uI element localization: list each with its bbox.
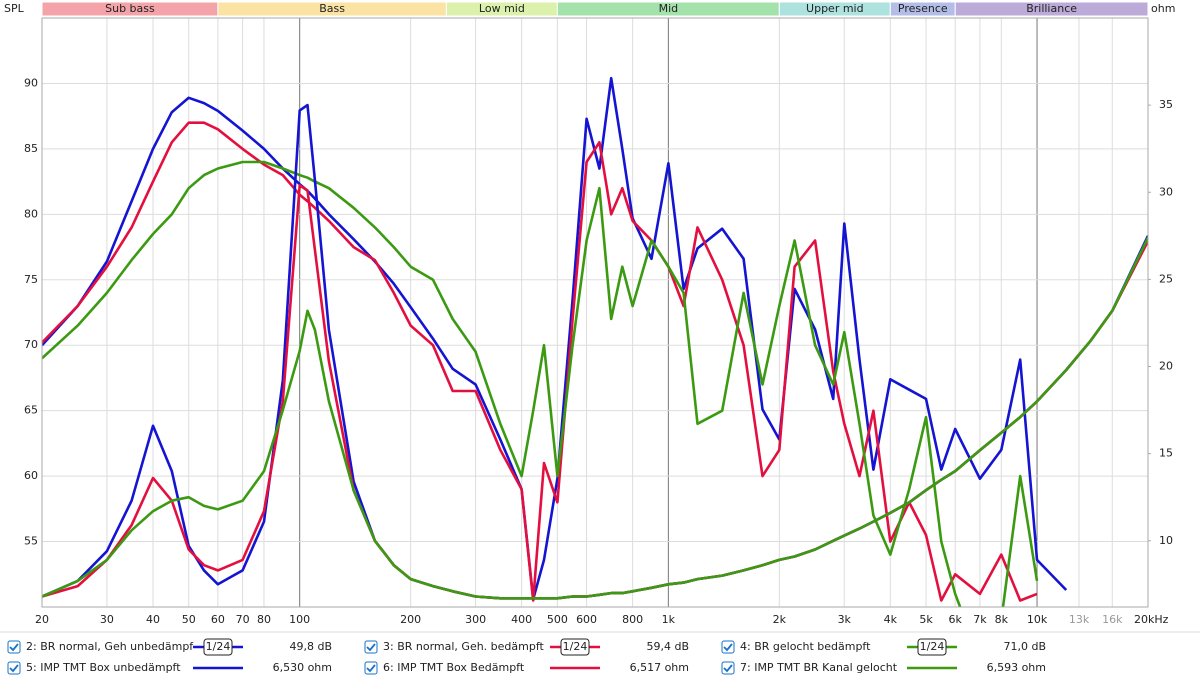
legend-name: 3: BR normal, Geh. bedämpft: [383, 640, 545, 653]
legend-readout: 59,4 dB: [646, 640, 689, 653]
legend-item: 2: BR normal, Geh unbedämpf 1/24 49,8 dB: [7, 638, 332, 656]
x-tick-label: 800: [622, 613, 643, 626]
legend-item: 6: IMP TMT Box Bedämpft 6,517 ohm: [364, 661, 689, 675]
y2-tick-label: 20: [1159, 360, 1173, 373]
checkmark: [366, 643, 376, 652]
x-tick-label: 10k: [1027, 613, 1048, 626]
smoothing-label: 1/24: [920, 640, 945, 653]
y-tick-label: 65: [24, 404, 38, 417]
x-tick-label: 300: [465, 613, 486, 626]
curves: [42, 76, 1148, 607]
band-label: Upper mid: [806, 2, 864, 15]
smoothing-label: 1/24: [206, 640, 231, 653]
x-tick-label: 500: [547, 613, 568, 626]
y2-tick-label: 25: [1159, 272, 1173, 285]
y-axis-label: SPL: [4, 2, 25, 15]
legend: 2: BR normal, Geh unbedämpf 1/24 49,8 dB 3:…: [7, 638, 1046, 675]
checkmark: [9, 643, 19, 652]
x-tick-label: 7k: [973, 613, 987, 626]
x-tick-label: 80: [257, 613, 271, 626]
x-tick-label: 60: [211, 613, 225, 626]
y-tick-label: 60: [24, 469, 38, 482]
plot-frame: [41, 17, 1149, 608]
x-tick-label: 400: [511, 613, 532, 626]
checkmark: [723, 664, 733, 673]
x-tick-label: 4k: [884, 613, 898, 626]
checkbox[interactable]: [721, 661, 735, 675]
band-label: Bass: [319, 2, 345, 15]
checkbox[interactable]: [364, 661, 378, 675]
legend-readout: 49,8 dB: [289, 640, 332, 653]
y-tick-label: 80: [24, 207, 38, 220]
y2-tick-label: 15: [1159, 447, 1173, 460]
legend-readout: 6,517 ohm: [630, 661, 689, 674]
x-tick-label: 2k: [773, 613, 787, 626]
band-label: Low mid: [479, 2, 525, 15]
curve: [42, 121, 1038, 602]
curve: [42, 237, 1148, 600]
x-tick-label: 6k: [949, 613, 963, 626]
x-tick-label: 8k: [995, 613, 1009, 626]
x-tick-label: 70: [236, 613, 250, 626]
legend-name: 6: IMP TMT Box Bedämpft: [383, 661, 525, 674]
y2-axis-label: ohm: [1151, 2, 1175, 15]
y2-tick-label: 30: [1159, 185, 1173, 198]
checkmark: [723, 643, 733, 652]
band-label: Sub bass: [105, 2, 155, 15]
checkbox[interactable]: [7, 640, 21, 654]
smoothing-box[interactable]: [203, 638, 233, 656]
y-tick-label: 55: [24, 535, 38, 548]
checkmark: [366, 664, 376, 673]
x-tick-label: 100: [289, 613, 310, 626]
legend-name: 7: IMP TMT BR Kanal gelocht: [740, 661, 898, 674]
x-tick-label: 20kHz: [1134, 613, 1169, 626]
x-tick-label: 20: [35, 613, 49, 626]
legend-readout: 71,0 dB: [1003, 640, 1046, 653]
x-tick-label: 50: [182, 613, 196, 626]
legend-item: 7: IMP TMT BR Kanal gelocht 6,593 ohm: [721, 661, 1046, 675]
y2-tick-label: 35: [1159, 98, 1173, 111]
x-tick-label: 16k: [1102, 613, 1123, 626]
smoothing-box[interactable]: [560, 638, 590, 656]
x-tick-label: 1k: [662, 613, 676, 626]
y-tick-label: 70: [24, 338, 38, 351]
legend-readout: 6,530 ohm: [273, 661, 332, 674]
curve: [42, 160, 1039, 607]
x-tick-label: 13k: [1069, 613, 1090, 626]
curve: [42, 76, 1068, 601]
checkbox[interactable]: [721, 640, 735, 654]
checkmark: [9, 664, 19, 673]
x-tick-label: 200: [400, 613, 421, 626]
axes: 20 30 40 50 60 70 80 100 200 300 400 500 600 800 1k 2k 3…: [24, 76, 1173, 626]
y-tick-label: 75: [24, 273, 38, 286]
legend-readout: 6,593 ohm: [987, 661, 1046, 674]
legend-name: 4: BR gelocht bedämpft: [740, 640, 871, 653]
y2-tick-label: 10: [1159, 534, 1173, 547]
smoothing-box[interactable]: [917, 638, 947, 656]
legend-name: 2: BR normal, Geh unbedämpf: [26, 640, 194, 653]
legend-item: 4: BR gelocht bedämpft 1/24 71,0 dB: [721, 638, 1046, 656]
legend-item: 5: IMP TMT Box unbedämpft 6,530 ohm: [7, 661, 332, 675]
legend-item: 3: BR normal, Geh. bedämpft 1/24 59,4 dB: [364, 638, 689, 656]
x-tick-label: 600: [576, 613, 597, 626]
band-bar: Sub bass Bass Low mid Mid Upper mid Presence B…: [41, 1, 1149, 17]
checkbox[interactable]: [364, 640, 378, 654]
band-label: Brilliance: [1026, 2, 1077, 15]
band-label: Presence: [898, 2, 948, 15]
x-tick-label: 5k: [919, 613, 933, 626]
y-tick-label: 85: [24, 142, 38, 155]
legend-name: 5: IMP TMT Box unbedämpft: [26, 661, 181, 674]
smoothing-label: 1/24: [563, 640, 588, 653]
x-tick-label: 40: [146, 613, 160, 626]
checkbox[interactable]: [7, 661, 21, 675]
y-tick-label: 90: [24, 76, 38, 89]
band-label: Mid: [659, 2, 679, 15]
x-tick-label: 30: [100, 613, 114, 626]
x-tick-label: 3k: [838, 613, 852, 626]
band: [954, 1, 1149, 17]
